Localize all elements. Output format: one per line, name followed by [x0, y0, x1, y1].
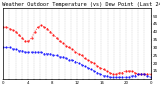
- Title: Milwaukee Weather Outdoor Temperature (vs) Dew Point (Last 24 Hours): Milwaukee Weather Outdoor Temperature (v…: [0, 2, 160, 7]
